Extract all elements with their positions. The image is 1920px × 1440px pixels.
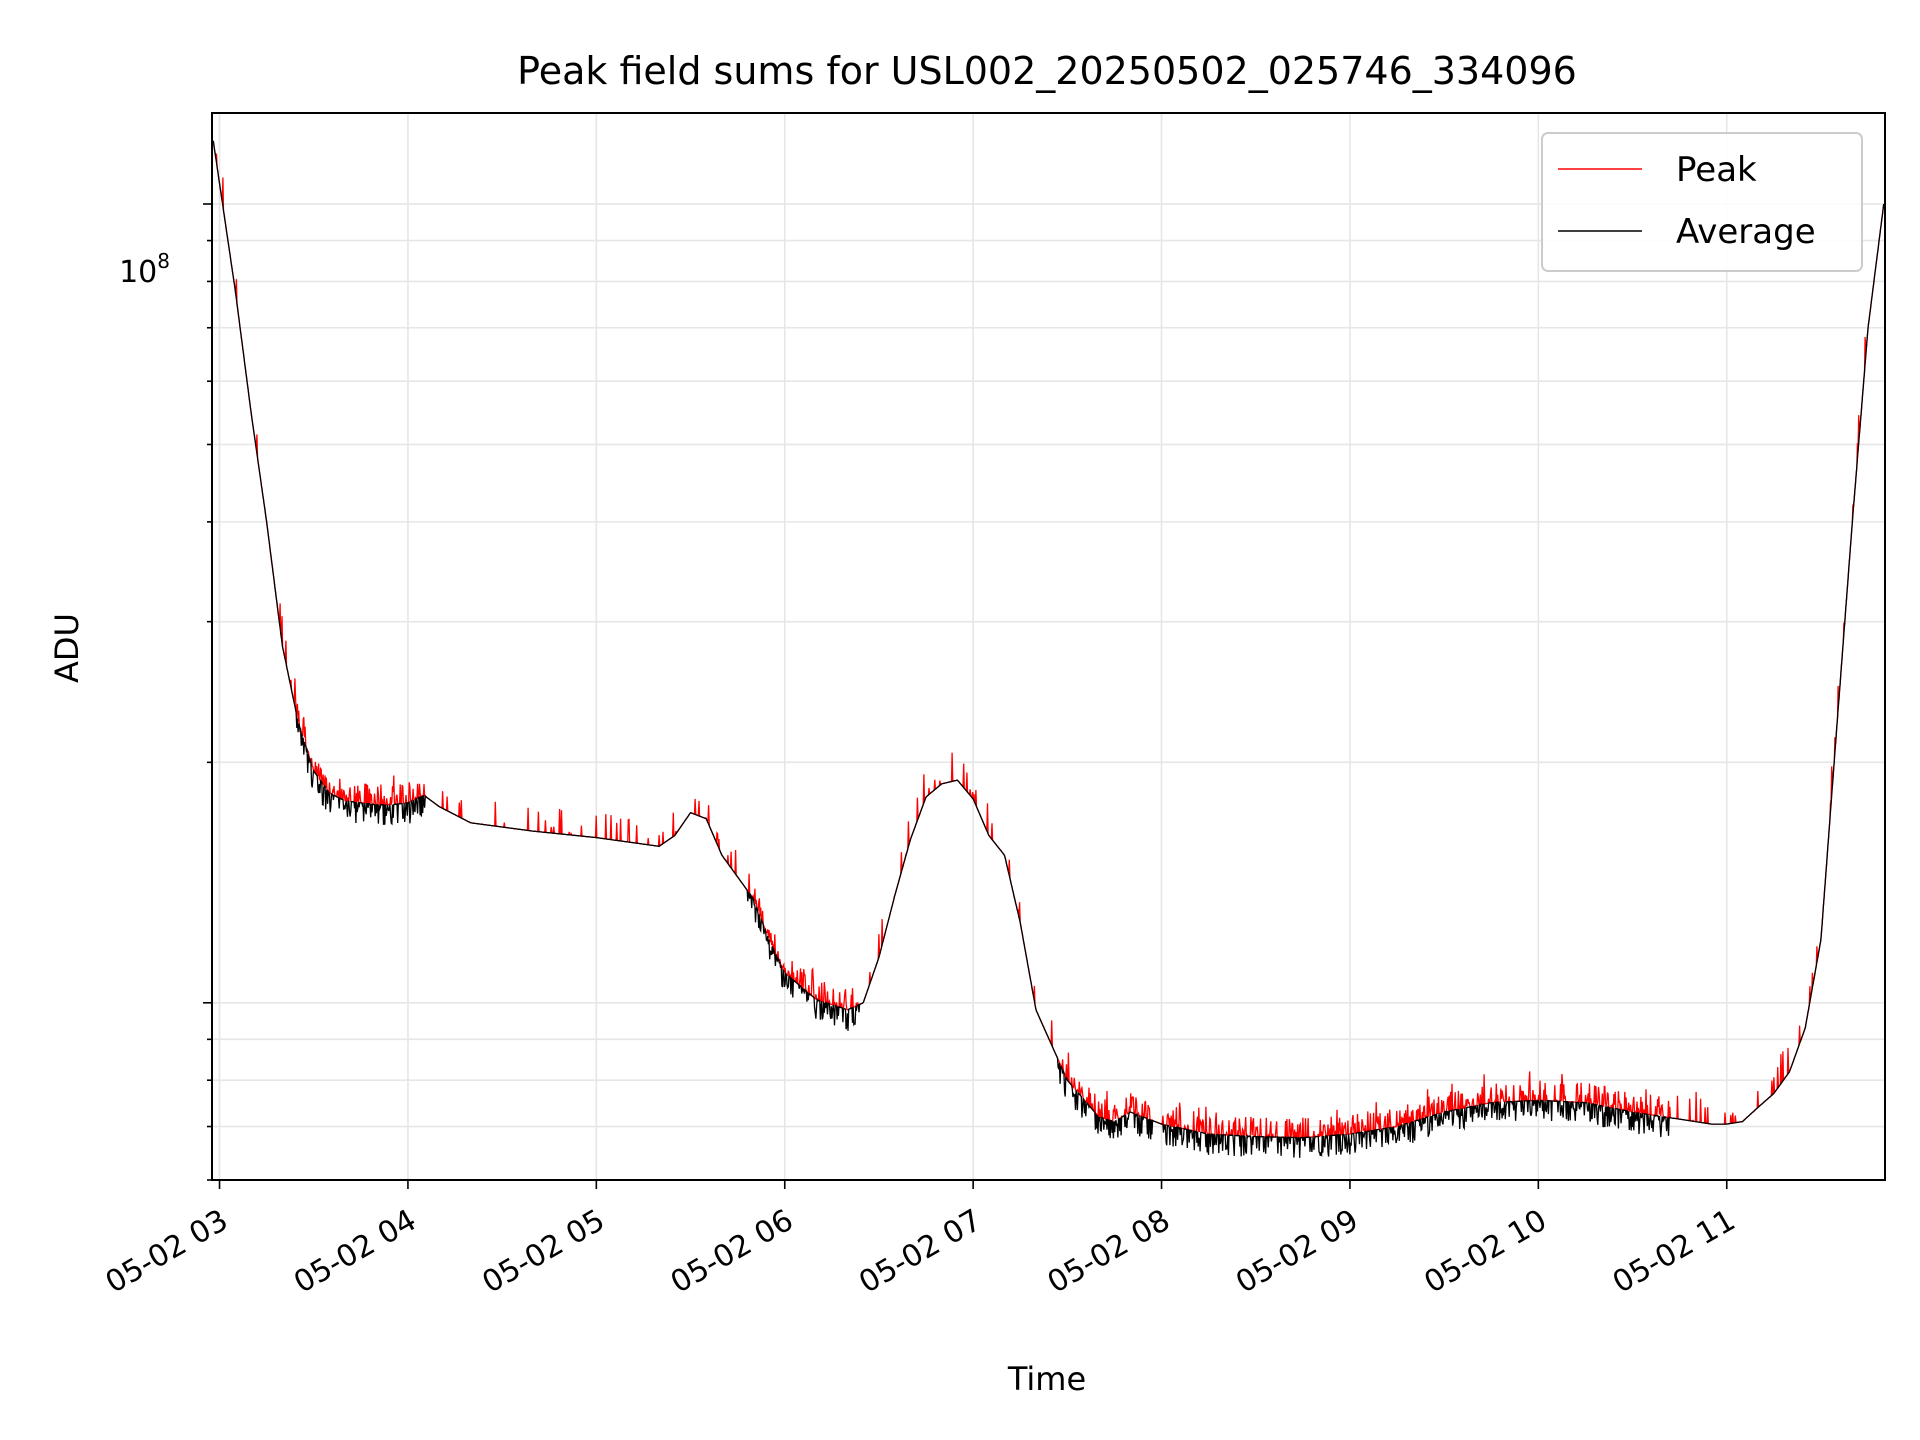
legend-box	[1541, 132, 1863, 272]
y-axis-label: ADU	[48, 613, 86, 683]
legend-label-peak: Peak	[1676, 150, 1757, 190]
y-axis: 108	[119, 203, 212, 1181]
chart-title: Peak field sums for USL002_20250502_0257…	[517, 49, 1577, 93]
y-tick-label-1e8: 108	[119, 249, 170, 290]
x-axis-label: Time	[1007, 1360, 1086, 1398]
plot-frame	[211, 112, 1886, 1181]
average-series	[212, 140, 1885, 1158]
legend: Peak Average	[1541, 132, 1863, 272]
average-line	[212, 140, 1885, 1158]
legend-label-average: Average	[1676, 212, 1816, 252]
